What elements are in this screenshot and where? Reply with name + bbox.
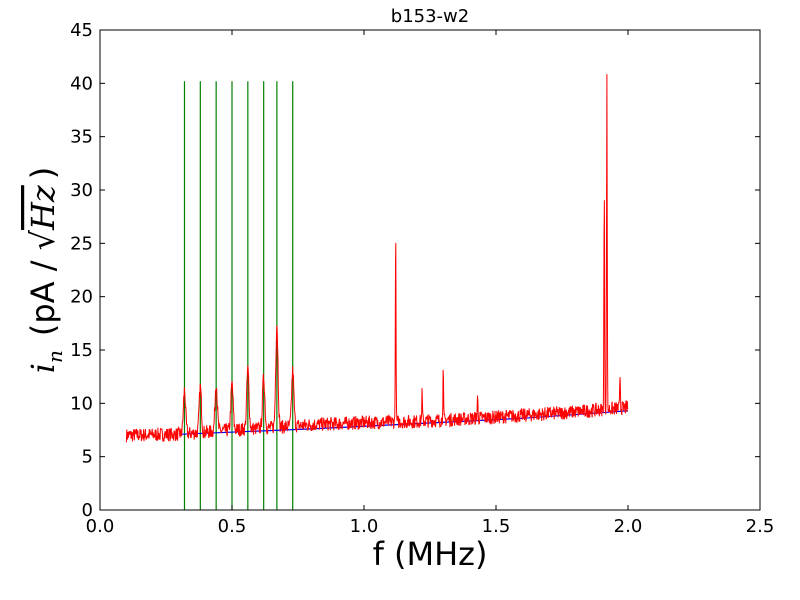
y-axis-sqrt-sign: √ [24,229,62,250]
y-axis-units-close: ) [24,167,62,179]
harmonic-markers [183,81,294,510]
chart-title: b153-w2 [391,6,469,27]
y-axis-ticks: 0 5 10 15 20 25 30 35 40 45 [70,20,760,521]
x-axis-title: f (MHz) [373,535,488,573]
plot-frame [99,29,761,511]
y-tick-label: 45 [70,20,93,41]
y-tick-label: 20 [70,287,93,308]
y-axis-radicand: Hz [24,184,62,231]
y-tick-label: 30 [70,180,93,201]
y-tick-label: 35 [70,127,93,148]
x-tick-label: 0.5 [218,516,247,537]
y-axis-title: in (pA / √Hz) [24,167,67,374]
y-tick-label: 15 [70,340,93,361]
y-tick-label: 0 [82,500,93,521]
x-tick-label: 1.0 [350,516,379,537]
y-axis-subscript: n [43,350,67,363]
y-tick-label: 25 [70,233,93,254]
x-tick-label: 0.0 [86,516,115,537]
noise-spectrum-line [125,74,629,443]
y-axis-title-text: in (pA / √Hz) [24,167,67,374]
x-tick-label: 2.5 [746,516,775,537]
y-tick-label: 10 [70,393,93,414]
y-axis-units-open: (pA / [24,250,62,336]
spectrum-layer [125,74,629,443]
y-tick-label: 40 [70,73,93,94]
x-tick-label: 1.5 [482,516,511,537]
x-axis-ticks: 0.0 0.5 1.0 1.5 2.0 2.5 [86,30,775,537]
y-axis-symbol: i [24,363,62,373]
x-tick-label: 2.0 [614,516,643,537]
y-tick-label: 5 [82,447,93,468]
